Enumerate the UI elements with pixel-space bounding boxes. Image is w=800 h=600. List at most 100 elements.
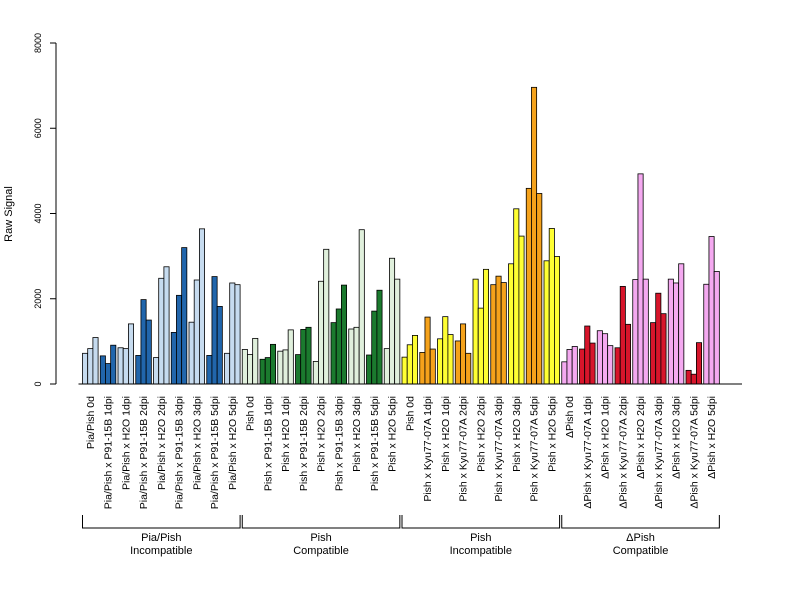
bar	[366, 354, 373, 385]
bar	[531, 86, 538, 385]
bar	[667, 278, 674, 385]
bar	[277, 350, 284, 385]
bar	[92, 337, 99, 385]
bar	[561, 361, 568, 385]
group-bracket	[561, 515, 720, 529]
x-category-label: Pish x H2O 2dpi	[316, 396, 328, 472]
bar	[518, 235, 525, 385]
bar	[376, 289, 383, 385]
bar	[673, 282, 680, 385]
bar	[607, 345, 614, 385]
group-label-line1: Pia/Pish	[141, 532, 181, 544]
x-category-label: Pish x H2O 1dpi	[280, 396, 292, 472]
group-bracket	[401, 515, 561, 529]
bar	[305, 326, 312, 385]
bar	[437, 338, 444, 385]
x-category-label: Pia/Pish x H2O 2dpi	[156, 396, 168, 490]
bar	[353, 326, 360, 385]
x-category-label: ΔPish x H2O 1dpi	[600, 396, 612, 479]
bar	[513, 208, 520, 385]
bar	[158, 277, 165, 385]
group-bracket	[82, 515, 241, 529]
bar	[348, 328, 355, 385]
x-category-label: Pish x H2O 5dpi	[387, 396, 399, 472]
bar	[584, 325, 591, 385]
bar	[145, 319, 152, 385]
bar	[632, 279, 639, 385]
bar	[122, 348, 129, 385]
bar	[117, 347, 124, 385]
x-category-label: Pish x Kyu77-07A 3dpi	[493, 396, 505, 502]
bar	[571, 346, 578, 385]
bar	[181, 247, 188, 385]
bar	[358, 229, 365, 385]
y-tick-label: 0	[33, 381, 43, 386]
x-category-label: ΔPish x Kyu77-07A 3dpi	[653, 396, 665, 509]
bar	[596, 330, 603, 385]
bar	[625, 323, 632, 385]
x-category-label: Pish x H2O 2dpi	[475, 396, 487, 472]
group-label-line1: Pish	[470, 532, 491, 544]
bar	[87, 348, 94, 385]
bar	[193, 279, 200, 385]
group-label-line1: ΔPish	[626, 532, 655, 544]
bar	[554, 256, 561, 385]
bar	[495, 275, 502, 385]
x-category-label: Pish x P91-15B 2dpi	[298, 396, 310, 491]
bar	[454, 340, 461, 385]
bar	[500, 282, 507, 385]
x-category-label: ΔPish x H2O 3dpi	[671, 396, 683, 479]
x-category-label: Pish x P91-15B 5dpi	[369, 396, 381, 491]
x-category-label: ΔPish 0d	[564, 396, 576, 438]
bar	[163, 266, 170, 385]
x-category-label: Pia/Pish x P91-15B 5dpi	[209, 396, 221, 509]
bar	[247, 354, 254, 385]
x-category-label: Pia/Pish x P91-15B 3dpi	[174, 396, 186, 509]
bar	[323, 248, 330, 385]
bar	[300, 329, 307, 385]
group-bracket	[241, 515, 401, 529]
bar	[637, 173, 644, 385]
bar	[703, 283, 710, 385]
bar	[241, 349, 248, 385]
bar	[465, 352, 472, 385]
x-category-label: Pish x H2O 5dpi	[546, 396, 558, 472]
bar	[660, 313, 667, 385]
x-category-label: Pish 0d	[245, 396, 257, 431]
x-category-label: Pish x P91-15B 3dpi	[333, 396, 345, 491]
bar	[447, 334, 454, 385]
bar	[536, 193, 543, 385]
bar	[234, 284, 241, 385]
group-labels: Pia/PishIncompatiblePishCompatiblePishIn…	[82, 515, 720, 557]
bar	[708, 236, 715, 385]
bar	[477, 307, 484, 385]
bar	[335, 308, 342, 385]
bar	[252, 337, 259, 385]
bar	[602, 333, 609, 385]
bar	[548, 228, 555, 385]
bar	[579, 348, 586, 385]
bar	[105, 363, 112, 385]
bar	[153, 357, 160, 385]
group-label-line2: Compatible	[293, 545, 349, 557]
x-category-label: Pish x P91-15B 1dpi	[262, 396, 274, 491]
bar	[371, 310, 378, 385]
x-category-label: Pia/Pish 0d	[85, 396, 97, 449]
bar	[696, 342, 703, 385]
bar	[110, 344, 117, 385]
bar	[224, 352, 231, 385]
x-category-label: Pia/Pish x H2O 1dpi	[120, 396, 132, 490]
x-category-label: Pish x Kyu77-07A 2dpi	[458, 396, 470, 502]
bar	[460, 323, 467, 385]
bar	[318, 280, 325, 385]
bar	[490, 284, 497, 385]
bar	[589, 342, 596, 385]
bar	[229, 282, 236, 385]
bar	[140, 299, 147, 385]
y-axis-label: Raw Signal	[3, 186, 15, 242]
bar	[170, 332, 177, 385]
bar	[401, 356, 408, 385]
x-category-label: ΔPish x Kyu77-07A 5dpi	[688, 396, 700, 509]
bar	[135, 355, 142, 385]
bar	[340, 284, 347, 385]
